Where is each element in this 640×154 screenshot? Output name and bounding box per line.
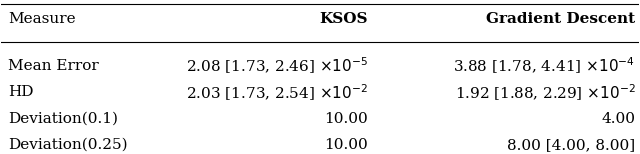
Text: Measure: Measure [8, 12, 76, 26]
Text: Gradient Descent: Gradient Descent [486, 12, 636, 26]
Text: 4.00: 4.00 [602, 112, 636, 126]
Text: Mean Error: Mean Error [8, 59, 99, 73]
Text: KSOS: KSOS [319, 12, 368, 26]
Text: 2.08 [1.73, 2.46] $\times 10^{-5}$: 2.08 [1.73, 2.46] $\times 10^{-5}$ [186, 56, 368, 76]
Text: 10.00: 10.00 [324, 138, 368, 152]
Text: Deviation(0.25): Deviation(0.25) [8, 138, 127, 152]
Text: 10.00: 10.00 [324, 112, 368, 126]
Text: HD: HD [8, 85, 33, 99]
Text: 3.88 [1.78, 4.41] $\times 10^{-4}$: 3.88 [1.78, 4.41] $\times 10^{-4}$ [453, 56, 636, 76]
Text: 8.00 [4.00, 8.00]: 8.00 [4.00, 8.00] [508, 138, 636, 152]
Text: Deviation(0.1): Deviation(0.1) [8, 112, 118, 126]
Text: 1.92 [1.88, 2.29] $\times 10^{-2}$: 1.92 [1.88, 2.29] $\times 10^{-2}$ [454, 82, 636, 103]
Text: 2.03 [1.73, 2.54] $\times 10^{-2}$: 2.03 [1.73, 2.54] $\times 10^{-2}$ [186, 82, 368, 103]
